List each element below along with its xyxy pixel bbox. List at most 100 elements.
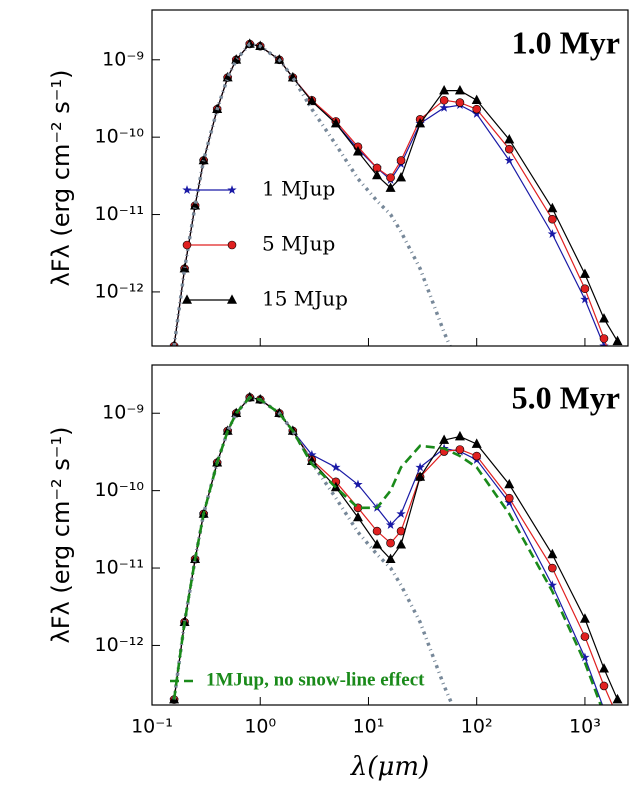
- marker: [504, 133, 515, 144]
- marker: [396, 171, 407, 182]
- marker: [471, 438, 482, 448]
- marker: [385, 182, 396, 192]
- series-line: [173, 396, 619, 700]
- marker: [352, 511, 363, 522]
- x-tick-label: 10³: [569, 716, 601, 738]
- marker: [227, 240, 237, 250]
- marker: [504, 144, 514, 154]
- marker: [222, 71, 233, 82]
- x-tick-label: 10⁰: [244, 716, 276, 738]
- legend-label: 1MJup, no snow-line effect: [206, 669, 425, 690]
- series-line: [172, 42, 452, 346]
- marker: [471, 94, 482, 105]
- marker: [190, 200, 201, 210]
- marker: [385, 553, 396, 564]
- plot-frame: [151, 9, 629, 347]
- marker: [454, 84, 465, 95]
- marker: [182, 240, 192, 250]
- marker: [504, 493, 514, 503]
- marker: [330, 117, 341, 128]
- marker: [599, 681, 609, 691]
- marker: [612, 335, 623, 346]
- series-line: [173, 43, 619, 346]
- legend-label: 15 MJup: [262, 287, 348, 311]
- marker: [580, 632, 590, 641]
- marker: [306, 95, 317, 106]
- marker: [372, 539, 383, 549]
- marker: [579, 268, 590, 278]
- marker: [386, 538, 395, 548]
- marker: [182, 294, 192, 304]
- marker: [415, 471, 426, 481]
- marker: [548, 563, 557, 573]
- marker: [396, 509, 406, 518]
- marker: [580, 294, 590, 304]
- marker: [579, 613, 590, 623]
- marker: [372, 526, 382, 536]
- marker: [352, 145, 363, 156]
- y-tick-label: 10⁻¹¹: [95, 557, 144, 579]
- marker: [386, 173, 395, 182]
- panel-title: 1.0 Myr: [512, 24, 620, 60]
- marker: [439, 84, 450, 95]
- marker: [455, 98, 465, 107]
- y-axis-label: λFλ (erg cm⁻² s⁻¹): [47, 70, 75, 287]
- plot-area: [169, 391, 623, 757]
- marker: [353, 479, 363, 489]
- y-tick-label: 10⁻⁹: [102, 402, 144, 424]
- marker: [372, 169, 383, 180]
- plot-area: [169, 38, 623, 346]
- x-tick-label: 10⁻¹: [131, 716, 173, 738]
- plot-frame: [151, 364, 629, 706]
- x-axis-label: λ(μm): [350, 752, 429, 782]
- marker: [454, 430, 465, 441]
- marker: [227, 294, 237, 304]
- marker: [614, 750, 622, 757]
- marker: [599, 334, 609, 343]
- y-tick-label: 10⁻¹²: [95, 280, 144, 302]
- legend-label: 1 MJup: [262, 177, 335, 201]
- marker: [415, 117, 426, 128]
- y-tick-label: 10⁻¹¹: [95, 203, 144, 225]
- marker: [612, 693, 623, 704]
- marker: [547, 229, 558, 238]
- series-line: [172, 395, 455, 705]
- y-tick-label: 10⁻¹²: [95, 634, 144, 656]
- marker: [547, 548, 558, 559]
- marker: [198, 154, 209, 165]
- marker: [547, 580, 558, 590]
- marker: [439, 95, 449, 105]
- y-tick-label: 10⁻¹⁰: [95, 479, 144, 501]
- marker: [227, 185, 237, 194]
- marker: [439, 434, 450, 444]
- series-line: [172, 395, 603, 705]
- marker: [396, 156, 406, 165]
- marker: [331, 462, 341, 472]
- marker: [548, 214, 557, 224]
- panel-title: 5.0 Myr: [512, 379, 620, 415]
- series-line: [173, 396, 604, 705]
- marker: [598, 663, 609, 673]
- marker: [455, 445, 465, 454]
- marker: [547, 202, 558, 213]
- marker: [504, 478, 515, 489]
- marker: [580, 284, 590, 294]
- x-tick-label: 10¹: [353, 716, 385, 738]
- marker: [603, 704, 605, 705]
- y-tick-label: 10⁻¹⁰: [95, 126, 144, 148]
- marker: [385, 520, 396, 529]
- marker: [396, 539, 407, 549]
- marker: [182, 185, 192, 194]
- marker: [472, 451, 481, 461]
- marker: [614, 713, 622, 721]
- marker: [415, 462, 425, 472]
- y-tick-label: 10⁻⁹: [102, 48, 144, 70]
- marker: [504, 155, 514, 165]
- marker: [439, 102, 449, 112]
- legend-label: 5 MJup: [262, 232, 335, 256]
- x-tick-label: 10²: [461, 716, 493, 738]
- y-axis-label: λFλ (erg cm⁻² s⁻¹): [47, 427, 75, 644]
- marker: [472, 104, 481, 114]
- marker: [598, 313, 609, 323]
